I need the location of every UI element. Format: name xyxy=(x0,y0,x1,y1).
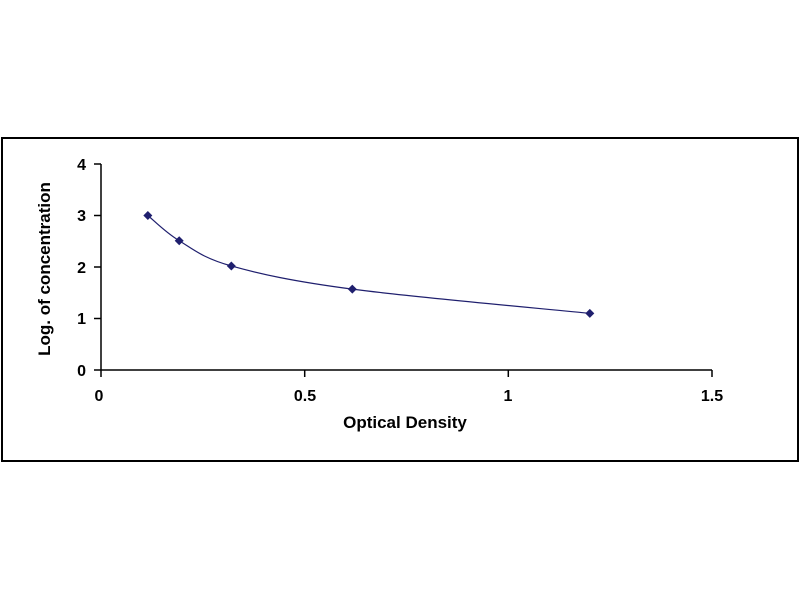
y-tick-label: 2 xyxy=(77,260,86,277)
y-tick-label: 0 xyxy=(77,363,86,380)
data-point xyxy=(347,284,357,294)
y-tick-label: 4 xyxy=(77,157,86,174)
data-point xyxy=(143,211,153,220)
chart-frame xyxy=(1,137,799,462)
x-tick-label: 1 xyxy=(504,388,513,405)
fit-curve xyxy=(147,215,590,314)
series-layer xyxy=(143,211,595,318)
x-axis-title: Optical Density xyxy=(343,413,467,432)
y-tick-label: 1 xyxy=(77,311,86,328)
data-point xyxy=(585,308,595,318)
x-tick-label: 0.5 xyxy=(294,388,316,405)
data-point xyxy=(226,261,236,271)
x-tick-label: 1.5 xyxy=(701,388,723,405)
y-axis-title: Log. of concentration xyxy=(35,182,54,356)
x-tick-label: 0 xyxy=(95,388,104,405)
data-point xyxy=(174,236,184,246)
y-tick-label: 3 xyxy=(77,208,86,225)
